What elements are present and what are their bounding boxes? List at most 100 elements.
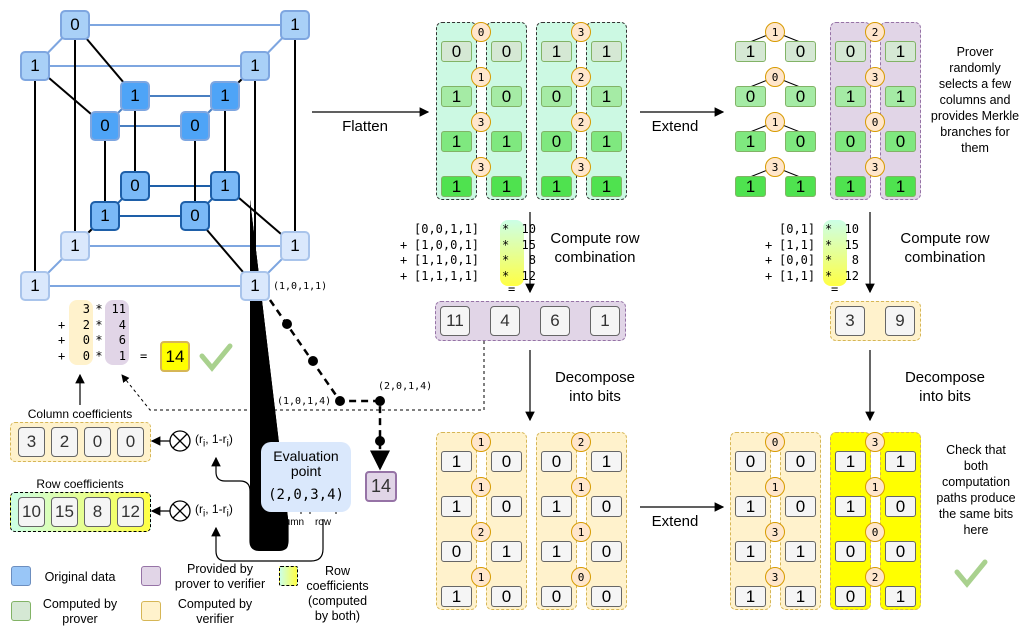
merkle-node: 3 bbox=[571, 157, 591, 177]
evaluation-point-value: (2,0,3,4) bbox=[268, 487, 344, 503]
column-coefficient: 0 bbox=[84, 427, 111, 457]
legend-prover: Computed by prover bbox=[42, 597, 118, 626]
row-coefficient: 15 bbox=[844, 237, 859, 252]
leaf-cell: 1 bbox=[885, 451, 916, 472]
cube-node: 0 bbox=[90, 111, 120, 141]
merkle-node: 2 bbox=[571, 432, 591, 452]
column-coefficient: 0 bbox=[82, 348, 90, 363]
leaf-cell: 1 bbox=[441, 586, 472, 607]
leaf-cell: 0 bbox=[441, 541, 472, 562]
leaf-cell: 1 bbox=[735, 176, 766, 197]
legend-provided: Provided by prover to verifier bbox=[174, 562, 266, 591]
row-value: 6 bbox=[118, 333, 126, 347]
multiply: * bbox=[502, 222, 510, 236]
leaf-cell: 1 bbox=[541, 176, 572, 197]
row-coefficient: 10 bbox=[521, 222, 536, 236]
merkle-node: 0 bbox=[865, 522, 885, 542]
leaf-cell: 0 bbox=[591, 586, 622, 607]
row-coefficient: 15 bbox=[521, 237, 536, 252]
merkle-node: 0 bbox=[471, 22, 491, 42]
extend-label-bottom: Extend bbox=[651, 513, 699, 530]
leaf-cell: 1 bbox=[441, 131, 472, 152]
row-coefficient: 12 bbox=[521, 268, 536, 283]
bit-vector: [0,0,1,1] bbox=[414, 222, 480, 236]
multiply: * bbox=[825, 253, 833, 267]
leaf-cell: 1 bbox=[591, 41, 622, 62]
merkle-node: 1 bbox=[865, 477, 885, 497]
row-coefficient-column bbox=[823, 220, 847, 286]
leaf-cell: 0 bbox=[885, 541, 916, 562]
row-combination-line: [0,1] * 10 bbox=[765, 222, 859, 238]
row-coefficient: 8 bbox=[84, 497, 111, 527]
operator: + bbox=[765, 237, 773, 252]
row-coefficient: 12 bbox=[117, 497, 144, 527]
cube-node: 0 bbox=[180, 201, 210, 231]
merkle-node: 0 bbox=[865, 112, 885, 132]
leaf-cell: 0 bbox=[541, 451, 572, 472]
cube-node: 0 bbox=[60, 10, 90, 40]
column-coefficients-title: Column coefficients bbox=[27, 407, 133, 421]
row-combination-line: + [1,1] * 15 bbox=[765, 238, 859, 254]
column-coefficient: 0 bbox=[82, 333, 90, 347]
leaf-cell: 0 bbox=[441, 41, 472, 62]
legend-swatch-row-coeffs bbox=[279, 566, 298, 586]
leaf-cell: 1 bbox=[835, 176, 866, 197]
leaf-cell: 0 bbox=[491, 41, 522, 62]
leaf-cell: 1 bbox=[735, 541, 766, 562]
operator bbox=[400, 222, 414, 238]
leaf-cell: 1 bbox=[491, 541, 522, 562]
leaf-cell: 0 bbox=[491, 451, 522, 472]
column-coefficient: 0 bbox=[117, 427, 144, 457]
leaf-cell: 0 bbox=[541, 131, 572, 152]
column-combination-line: 3 * 11 bbox=[58, 302, 126, 318]
merkle-node: 3 bbox=[865, 432, 885, 452]
check-note: Check that both computation paths produc… bbox=[936, 443, 1016, 537]
operator: + bbox=[765, 268, 773, 283]
cube-node: 1 bbox=[20, 51, 50, 81]
row-coefficient: 8 bbox=[851, 253, 859, 267]
operator: + bbox=[400, 253, 408, 267]
bit-vector: [1,1,0,1] bbox=[414, 253, 480, 267]
operator bbox=[765, 222, 779, 238]
merkle-node: 3 bbox=[765, 157, 785, 177]
merkle-node: 3 bbox=[571, 22, 591, 42]
leaf-cell: 1 bbox=[885, 41, 916, 62]
merkle-node: 0 bbox=[571, 567, 591, 587]
row-combination-line: + [1,1] * 12 bbox=[765, 269, 859, 285]
cube-node: 0 bbox=[120, 171, 150, 201]
cube-node: 1 bbox=[240, 51, 270, 81]
leaf-cell: 1 bbox=[541, 41, 572, 62]
path-point-1: (1,0,1,4) bbox=[277, 396, 332, 407]
row-coefficient: 10 bbox=[844, 222, 859, 236]
merkle-node: 2 bbox=[571, 67, 591, 87]
leaf-cell: 0 bbox=[785, 86, 816, 107]
row-bracket-label: row bbox=[314, 517, 332, 528]
combined-value: 4 bbox=[490, 306, 520, 336]
leaf-cell: 0 bbox=[491, 586, 522, 607]
extend-label: Extend bbox=[651, 118, 699, 135]
merkle-node: 1 bbox=[571, 522, 591, 542]
multiply: * bbox=[95, 317, 103, 332]
checkmark-icon bbox=[199, 343, 233, 372]
leaf-cell: 0 bbox=[591, 541, 622, 562]
merkle-node: 3 bbox=[765, 522, 785, 542]
operator: + bbox=[400, 268, 408, 283]
leaf-cell: 1 bbox=[735, 131, 766, 152]
leaf-cell: 0 bbox=[835, 131, 866, 152]
combined-value: 1 bbox=[590, 306, 620, 336]
merkle-node: 2 bbox=[865, 567, 885, 587]
column-coefficient: 2 bbox=[82, 317, 90, 332]
leaf-cell: 0 bbox=[835, 41, 866, 62]
compute-row-combination-label-2: Compute row combination bbox=[900, 230, 990, 266]
row-coefficient: 10 bbox=[18, 497, 45, 527]
operator: + bbox=[400, 237, 408, 252]
leaf-cell: 0 bbox=[785, 131, 816, 152]
cube-node: 1 bbox=[240, 271, 270, 301]
multiply: * bbox=[95, 302, 103, 316]
leaf-cell: 0 bbox=[885, 496, 916, 517]
compute-row-combination-label: Compute row combination bbox=[550, 230, 640, 266]
equals: = bbox=[140, 349, 148, 363]
leaf-cell: 0 bbox=[885, 131, 916, 152]
evaluation-result: 14 bbox=[365, 471, 397, 502]
column-combination-line: +0 * 1 bbox=[58, 349, 126, 365]
